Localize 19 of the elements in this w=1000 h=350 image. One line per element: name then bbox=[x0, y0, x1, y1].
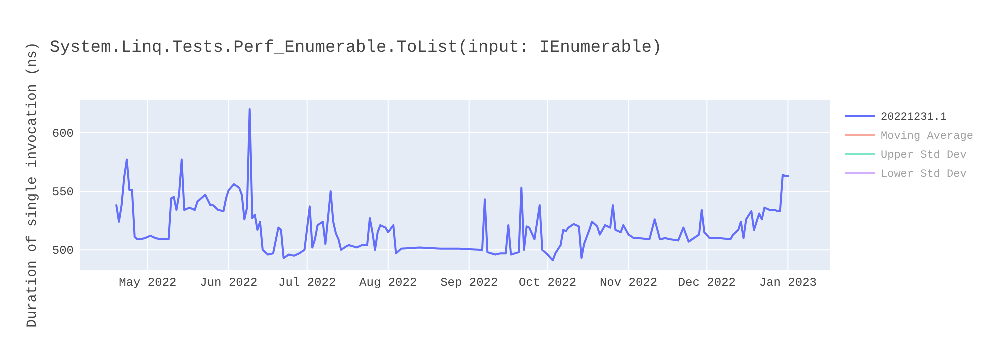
x-tick-label: Jul 2022 bbox=[278, 276, 336, 290]
line-series bbox=[116, 108, 790, 262]
x-tick-label: Jun 2022 bbox=[200, 276, 258, 290]
x-tick-label: Sep 2022 bbox=[440, 276, 498, 290]
legend-label: Moving Average bbox=[881, 131, 974, 143]
y-tick-label: 600 bbox=[52, 126, 74, 141]
x-tick-label: Oct 2022 bbox=[518, 276, 577, 290]
y-tick-label: 550 bbox=[52, 185, 74, 200]
x-tick-label: May 2022 bbox=[119, 276, 177, 290]
y-axis-title: Duration of single invocation (ns) bbox=[25, 42, 41, 328]
chart-title: System.Linq.Tests.Perf_Enumerable.ToList(input: IEnumerable) bbox=[50, 39, 662, 58]
legend-label: 20221231.1 bbox=[881, 112, 948, 124]
x-tick-label: Aug 2022 bbox=[360, 276, 418, 290]
x-tick-label: Jan 2023 bbox=[759, 276, 817, 290]
x-tick-label: Dec 2022 bbox=[678, 276, 736, 290]
x-tick-label: Nov 2022 bbox=[600, 276, 658, 290]
legend-label: Upper Std Dev bbox=[881, 150, 968, 162]
legend-label: Lower Std Dev bbox=[881, 169, 968, 181]
y-tick-label: 500 bbox=[52, 244, 74, 258]
